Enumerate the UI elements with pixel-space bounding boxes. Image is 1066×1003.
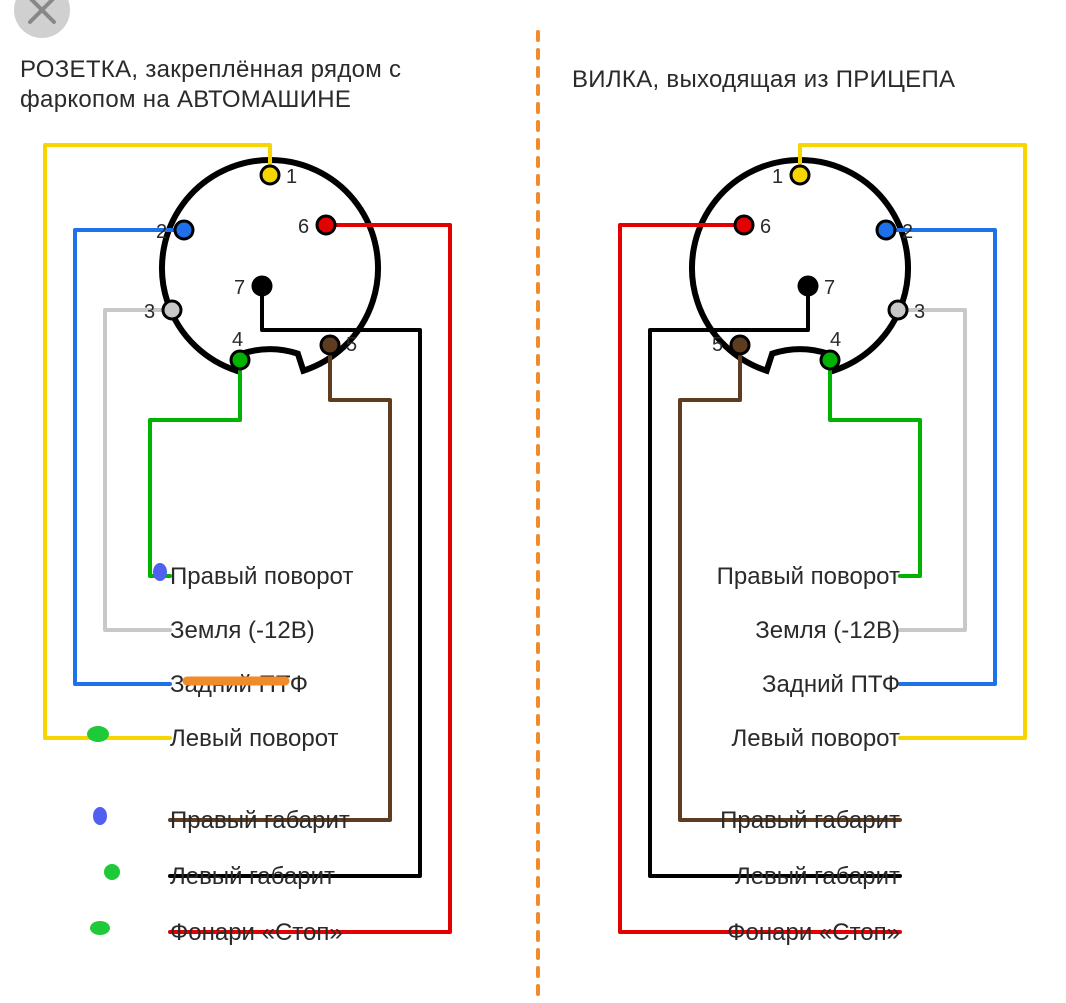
- left-pin-2: [175, 221, 193, 239]
- left-label-right_turn: Правый поворот: [170, 563, 353, 590]
- close-icon: [14, 0, 70, 38]
- right-pin-label-1: 1: [772, 166, 783, 188]
- right-pin-label-3: 3: [914, 301, 925, 323]
- left-label-stop_lights: Фонари «Стоп»: [170, 919, 343, 946]
- left-pin-label-2: 2: [156, 221, 167, 243]
- right-pin-1: [791, 166, 809, 184]
- left-pin-label-1: 1: [286, 166, 297, 188]
- right-pin-2: [877, 221, 895, 239]
- left-pin-label-5: 5: [346, 334, 357, 356]
- right-pin-6: [735, 216, 753, 234]
- right-pin-label-4: 4: [830, 329, 841, 351]
- left-pin-label-3: 3: [144, 301, 155, 323]
- right-connector-body: [692, 160, 908, 371]
- right-pin-5: [731, 336, 749, 354]
- left-label-left_turn: Левый поворот: [170, 725, 339, 752]
- right-label-left_turn: Левый поворот: [731, 725, 900, 752]
- left-label-ground: Земля (-12В): [170, 617, 315, 644]
- right-pin-label-7: 7: [824, 277, 835, 299]
- left-wire-4-green: [150, 360, 240, 576]
- left-pin-7: [253, 277, 271, 295]
- right-label-rear_fog: Задний ПТФ: [762, 671, 900, 698]
- left-pin-6: [317, 216, 335, 234]
- wiring-diagram-svg: 1 2 3 4 5 6 7 Правый поворот Земля (-12В) Задний …: [0, 0, 1066, 1003]
- right-pin-label-2: 2: [902, 221, 913, 243]
- left-pin-label-6: 6: [298, 216, 309, 238]
- right-wire-3-white: [898, 310, 965, 630]
- left-pin-label-7: 7: [234, 277, 245, 299]
- right-label-left_marker: Левый габарит: [735, 863, 900, 890]
- left-pin-3: [163, 301, 181, 319]
- left-pin-5: [321, 336, 339, 354]
- right-pin-7: [799, 277, 817, 295]
- left-label-right_marker: Правый габарит: [170, 807, 350, 834]
- right-label-right_marker: Правый габарит: [720, 807, 900, 834]
- annotation-green-blob: [87, 726, 109, 742]
- right-pin-4: [821, 351, 839, 369]
- annotation-green-dot-2: [90, 921, 110, 935]
- left-pin-4: [231, 351, 249, 369]
- right-pin-3: [889, 301, 907, 319]
- right-pin-label-5: 5: [712, 334, 723, 356]
- left-wire-3-white: [105, 310, 172, 630]
- right-label-ground: Земля (-12В): [755, 617, 900, 644]
- right-wire-4-green: [830, 360, 920, 576]
- right-label-stop_lights: Фонари «Стоп»: [727, 919, 900, 946]
- left-pin-1: [261, 166, 279, 184]
- right-pin-label-6: 6: [760, 216, 771, 238]
- annotation-green-dot-1: [104, 864, 120, 880]
- right-label-right_turn: Правый поворот: [717, 563, 900, 590]
- left-label-left_marker: Левый габарит: [170, 863, 335, 890]
- left-pin-label-4: 4: [232, 329, 243, 351]
- annotation-blue-dot-2: [93, 807, 107, 825]
- annotation-blue-dot-1: [153, 563, 167, 581]
